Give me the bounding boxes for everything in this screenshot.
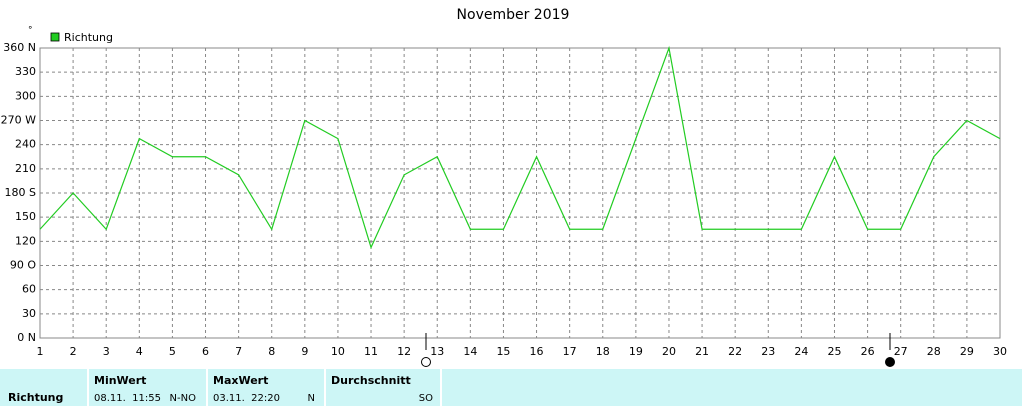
x-tick-label: 26 — [861, 345, 875, 358]
x-tick-label: 3 — [103, 345, 110, 358]
x-tick-label: 22 — [728, 345, 742, 358]
y-tick-label: 120 — [15, 234, 36, 247]
x-tick-label: 23 — [761, 345, 775, 358]
x-tick-label: 13 — [430, 345, 444, 358]
x-tick-label: 30 — [993, 345, 1007, 358]
full-moon-icon — [421, 357, 431, 367]
cell-value: SO — [419, 393, 433, 404]
column-header: MinWert — [94, 374, 146, 387]
x-tick-label: 28 — [927, 345, 941, 358]
column-header: Durchschnitt — [331, 374, 411, 387]
x-tick-label: 5 — [169, 345, 176, 358]
x-tick-label: 8 — [268, 345, 275, 358]
x-tick-label: 21 — [695, 345, 709, 358]
row-label: Richtung — [8, 391, 63, 404]
x-tick-label: 16 — [530, 345, 544, 358]
y-tick-label: 300 — [15, 89, 36, 102]
y-tick-label: 270 W — [1, 114, 36, 127]
x-tick-label: 7 — [235, 345, 242, 358]
x-tick-label: 4 — [136, 345, 143, 358]
y-tick-label: 240 — [15, 138, 36, 151]
cell-when: 03.11. 22:20 — [213, 393, 280, 404]
x-tick-label: 17 — [563, 345, 577, 358]
y-tick-label: 180 S — [5, 186, 36, 199]
cell-when: 08.11. 11:55 — [94, 393, 161, 404]
x-tick-label: 10 — [331, 345, 345, 358]
x-tick-label: 12 — [397, 345, 411, 358]
x-tick-label: 6 — [202, 345, 209, 358]
column-header: MaxWert — [213, 374, 268, 387]
y-tick-label: 330 — [15, 65, 36, 78]
y-tick-label: 150 — [15, 210, 36, 223]
y-unit: ° — [28, 26, 33, 36]
x-tick-label: 1 — [37, 345, 44, 358]
y-tick-label: 360 N — [3, 41, 36, 54]
stats-table — [0, 369, 1024, 406]
legend-swatch — [50, 32, 60, 42]
x-tick-label: 24 — [794, 345, 808, 358]
cell-value: N — [308, 393, 315, 404]
x-tick-label: 11 — [364, 345, 378, 358]
x-tick-label: 15 — [496, 345, 510, 358]
x-tick-label: 18 — [596, 345, 610, 358]
chart-title: November 2019 — [457, 7, 570, 23]
y-tick-label: 60 — [22, 283, 36, 296]
y-tick-label: 0 N — [17, 331, 36, 344]
x-tick-label: 25 — [827, 345, 841, 358]
y-tick-label: 90 O — [10, 259, 36, 272]
new-moon-icon — [885, 357, 895, 367]
x-tick-label: 19 — [629, 345, 643, 358]
x-tick-label: 20 — [662, 345, 676, 358]
y-tick-label: 210 — [15, 162, 36, 175]
x-tick-label: 29 — [960, 345, 974, 358]
x-tick-label: 9 — [301, 345, 308, 358]
x-tick-label: 27 — [894, 345, 908, 358]
legend-label: Richtung — [64, 31, 113, 44]
x-tick-label: 2 — [70, 345, 77, 358]
cell-value: N-NO — [170, 393, 197, 404]
x-tick-label: 14 — [463, 345, 477, 358]
y-tick-label: 30 — [22, 307, 36, 320]
data-line — [39, 45, 1001, 250]
plot-border — [39, 47, 1001, 339]
